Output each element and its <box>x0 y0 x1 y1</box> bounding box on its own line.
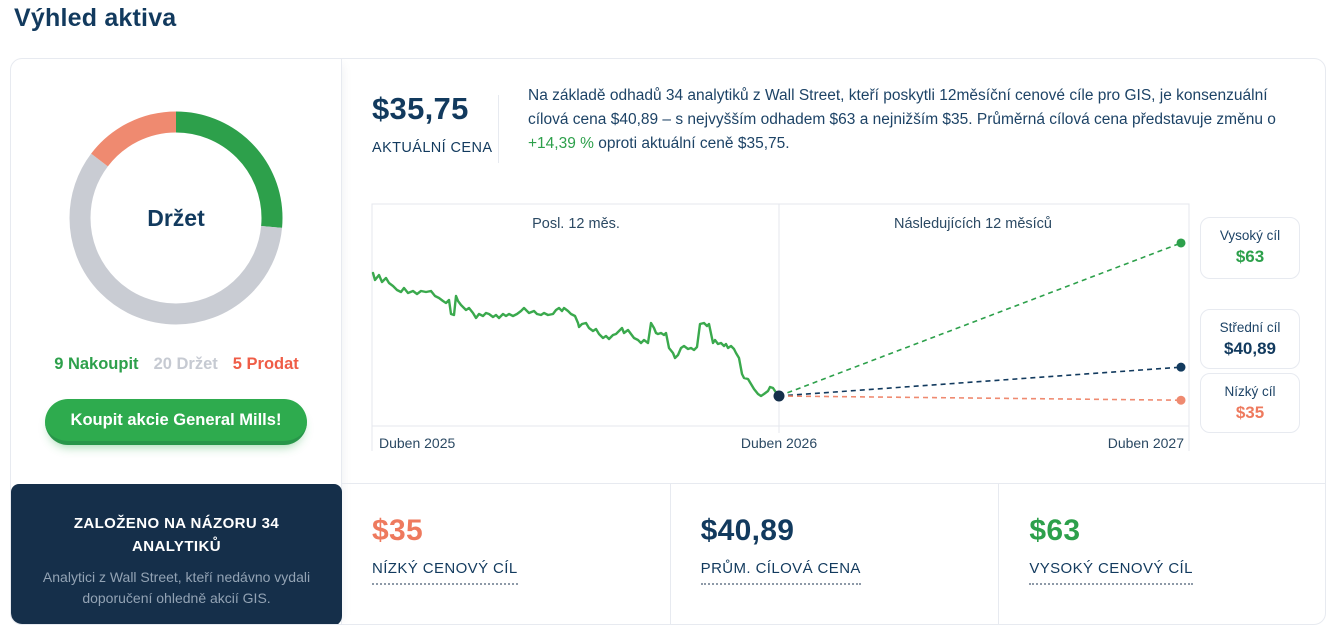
summary-change-percent: +14,39 % <box>528 135 594 152</box>
high-price-target-value: $63 <box>1029 514 1081 547</box>
low-price-target-stat: $35 NÍZKÝ CENOVÝ CÍL <box>342 484 670 624</box>
price-forecast-chart: Posl. 12 měs. Následujících 12 měsíců Du… <box>371 203 1190 451</box>
current-price-value: $35,75 <box>372 91 469 126</box>
average-target-card: Střední cíl $40,89 <box>1200 309 1300 369</box>
rating-donut-chart: Držet <box>69 111 283 325</box>
price-history-line <box>371 271 781 398</box>
average-price-target-stat: $40,89 PRŮM. CÍLOVÁ CENA <box>669 484 999 624</box>
current-price-block: $35,75 AKTUÁLNÍ CENA <box>372 91 492 156</box>
region-label-future: Následujících 12 měsíců <box>894 216 1052 232</box>
rating-legend: 9 Nakoupit 20 Držet 5 Prodat <box>11 355 342 374</box>
high-target-card: Vysoký cíl $63 <box>1200 217 1300 279</box>
summary-part1: Na základě odhadů 34 analytiků z Wall St… <box>528 87 1276 128</box>
average-target-label: Střední cíl <box>1219 320 1281 335</box>
projection-line-high <box>778 242 1182 397</box>
projection-dot-high <box>1176 238 1186 248</box>
analysts-info-title: ZALOŽENO NA NÁZORU 34 ANALYTIKŮ <box>73 515 280 555</box>
low-price-target-value: $35 <box>372 514 423 547</box>
projection-line-average <box>778 366 1182 397</box>
vertical-divider <box>498 95 499 163</box>
legend-buy-count: 9 Nakoupit <box>54 355 139 373</box>
high-target-label: Vysoký cíl <box>1219 228 1281 243</box>
projection-lines <box>778 238 1186 405</box>
analysts-info-subtitle: Analytici z Wall Street, kteří nedávno v… <box>42 569 311 606</box>
plot-border <box>371 203 1190 427</box>
donut-segment-prodat <box>69 111 283 325</box>
buy-stock-button[interactable]: Koupit akcie General Mills! <box>45 399 307 445</box>
current-price-dot <box>773 390 785 402</box>
axis-label-2025: Duben 2025 <box>379 435 456 451</box>
summary-part2: oproti aktuální ceně $35,75. <box>593 135 790 152</box>
axis-label-2026: Duben 2026 <box>741 435 818 451</box>
consensus-rating-label: Držet <box>147 204 205 231</box>
projection-dot-average <box>1176 362 1186 372</box>
current-price-label: AKTUÁLNÍ CENA <box>372 140 493 156</box>
asset-outlook-panel: Držet 9 Nakoupit 20 Držet 5 Prodat Koupi… <box>10 58 1326 625</box>
donut-segment-držet <box>69 111 283 325</box>
average-price-target-label[interactable]: PRŮM. CÍLOVÁ CENA <box>700 560 861 585</box>
price-targets-row: $35 NÍZKÝ CENOVÝ CÍL $40,89 PRŮM. CÍLOVÁ… <box>342 483 1325 624</box>
legend-sell-count: 5 Prodat <box>232 355 299 373</box>
analysts-info-box: ZALOŽENO NA NÁZORU 34 ANALYTIKŮ Analytic… <box>11 484 342 624</box>
projection-line-low <box>778 395 1182 402</box>
high-price-target-label[interactable]: VYSOKÝ CENOVÝ CÍL <box>1029 560 1193 585</box>
legend-hold-count: 20 Držet <box>153 355 218 373</box>
low-target-label: Nízký cíl <box>1224 384 1276 399</box>
low-target-card: Nízký cíl $35 <box>1200 373 1300 433</box>
high-target-value: $63 <box>1235 247 1265 266</box>
axis-label-2027: Duben 2027 <box>1108 435 1185 451</box>
average-target-value: $40,89 <box>1224 339 1276 358</box>
analyst-summary-text: Na základě odhadů 34 analytiků z Wall St… <box>528 84 1303 156</box>
average-price-target-value: $40,89 <box>700 514 795 547</box>
rating-donut-svg <box>69 111 283 325</box>
projection-dot-low <box>1176 395 1186 405</box>
high-price-target-stat: $63 VYSOKÝ CENOVÝ CÍL <box>998 484 1325 624</box>
region-label-past: Posl. 12 měs. <box>532 216 620 232</box>
page-title: Výhled aktiva <box>14 4 177 32</box>
low-target-value: $35 <box>1235 403 1265 422</box>
low-price-target-label[interactable]: NÍZKÝ CENOVÝ CÍL <box>372 560 518 585</box>
analyst-rating-card: Držet 9 Nakoupit 20 Držet 5 Prodat Koupi… <box>11 59 342 624</box>
